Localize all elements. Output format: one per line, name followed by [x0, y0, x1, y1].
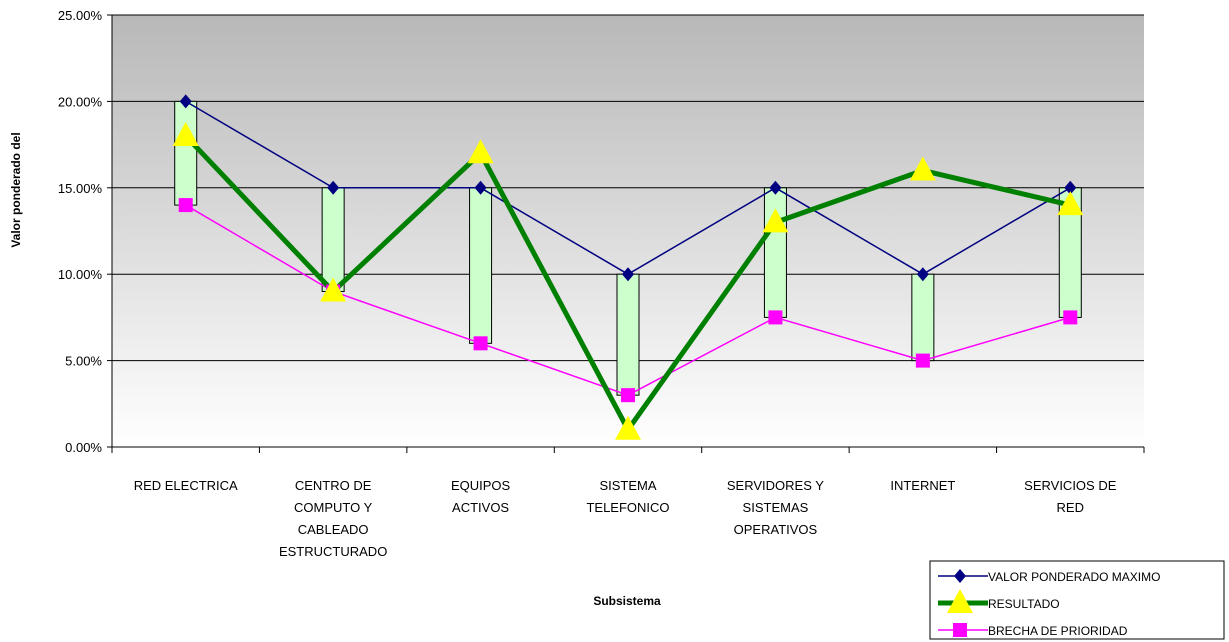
- marker-triangle: [1057, 191, 1084, 216]
- y-tick-label: 5.00%: [65, 354, 102, 369]
- marker-triangle: [320, 277, 347, 302]
- marker-square: [768, 310, 783, 325]
- marker-diamond: [622, 267, 634, 282]
- y-tick-label: 25.00%: [58, 8, 103, 23]
- range-bar: [469, 187, 493, 344]
- range-bar: [321, 187, 345, 292]
- legend-marker-square: [953, 623, 967, 637]
- marker-diamond: [916, 267, 929, 282]
- marker-diamond: [474, 180, 487, 195]
- legend-marker-triangle: [947, 589, 973, 613]
- marker-square: [473, 336, 488, 351]
- range-bar: [763, 187, 787, 318]
- x-tick-label: CENTRO DE COMPUTO Y CABLEADO ESTRUCTURADO: [279, 478, 387, 559]
- y-tick-label: 20.00%: [58, 94, 103, 109]
- range-bar: [911, 273, 935, 362]
- y-axis-title: Valor ponderado del: [9, 132, 23, 247]
- x-tick-label: INTERNET: [890, 478, 955, 493]
- range-bar: [616, 273, 640, 396]
- legend: VALOR PONDERADO MAXIMO RESULTADO BRECHA DE…: [929, 560, 1225, 640]
- legend-box: [929, 560, 1225, 640]
- marker-square: [621, 388, 635, 403]
- marker-diamond: [327, 180, 340, 195]
- y-tick-label: 15.00%: [58, 181, 103, 196]
- x-tick-label: SISTEMA TELEFONICO: [586, 478, 669, 515]
- legend-label: RESULTADO: [988, 597, 1060, 611]
- marker-diamond: [179, 94, 192, 109]
- marker-square: [178, 198, 193, 213]
- marker-diamond: [1064, 180, 1077, 195]
- marker-triangle: [909, 156, 936, 181]
- y-tick-label: 0.00%: [65, 440, 102, 455]
- marker-square: [915, 353, 930, 368]
- x-axis-title: Subsistema: [593, 594, 661, 608]
- x-tick-label: RED ELECTRICA: [134, 478, 238, 493]
- marker-diamond: [769, 180, 782, 195]
- marker-triangle: [615, 415, 641, 440]
- marker-triangle: [172, 121, 199, 146]
- marker-triangle: [762, 208, 789, 233]
- marker-triangle: [467, 139, 494, 164]
- x-tick-label: SERVIDORES Y SISTEMAS OPERATIVOS: [727, 478, 824, 537]
- legend-label: VALOR PONDERADO MAXIMO: [988, 570, 1160, 584]
- marker-square: [1063, 310, 1078, 325]
- legend-label: BRECHA DE PRIORIDAD: [988, 624, 1128, 638]
- y-tick-label: 10.00%: [58, 267, 103, 282]
- legend-marker-diamond: [954, 569, 966, 583]
- x-tick-label: EQUIPOS ACTIVOS: [451, 478, 511, 515]
- range-bar: [174, 100, 198, 206]
- x-tick-label: SERVICIOS DE RED: [1024, 478, 1117, 515]
